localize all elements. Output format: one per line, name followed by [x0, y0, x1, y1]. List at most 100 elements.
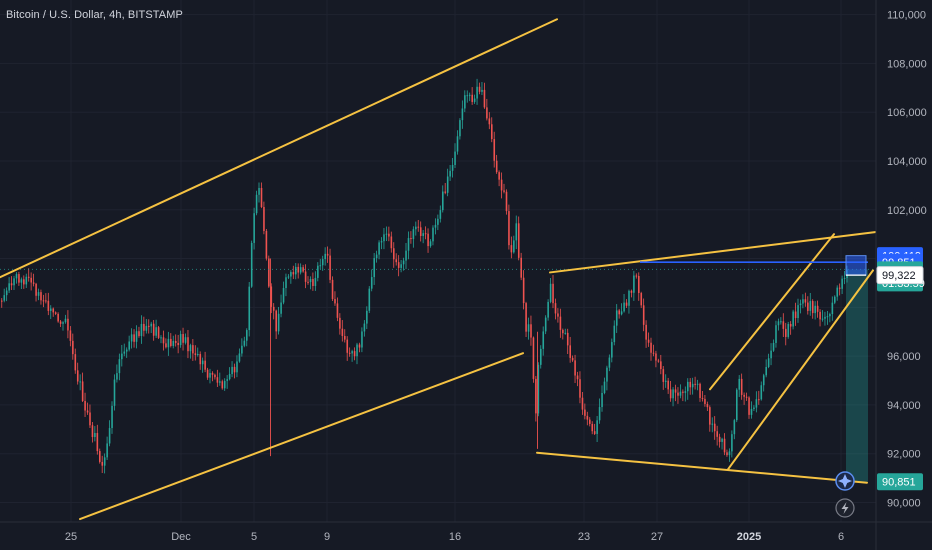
candle — [743, 394, 745, 397]
candle — [121, 353, 123, 360]
target-icon[interactable] — [835, 471, 855, 491]
candle — [713, 423, 716, 432]
candle — [630, 290, 633, 293]
candle — [613, 325, 616, 343]
candle — [35, 283, 37, 296]
candle — [532, 337, 535, 379]
candle — [385, 233, 388, 235]
time-axis[interactable] — [0, 522, 932, 550]
candle — [108, 428, 111, 444]
candle — [581, 397, 584, 410]
candle — [231, 366, 233, 375]
candle — [625, 302, 628, 306]
candle — [248, 286, 251, 331]
candle — [216, 377, 219, 383]
candle — [772, 342, 775, 351]
candle — [20, 279, 23, 283]
candle — [728, 451, 731, 456]
price-label-bg — [876, 266, 924, 285]
candle — [165, 343, 167, 348]
candle — [326, 253, 329, 256]
lightning-icon[interactable] — [835, 498, 855, 518]
candle — [777, 321, 780, 326]
lower-channel-line — [79, 352, 524, 521]
candle — [554, 303, 557, 314]
candle — [282, 288, 285, 303]
target-zone — [846, 269, 868, 482]
y-tick-label: 110,000 — [887, 10, 926, 22]
candle — [711, 423, 714, 425]
candle — [694, 383, 696, 385]
candle — [473, 98, 476, 102]
candle — [27, 276, 30, 278]
candle — [596, 420, 598, 434]
candle — [255, 194, 258, 214]
price-label-text: 90,851 — [882, 477, 916, 489]
candle — [618, 310, 620, 315]
candle — [615, 310, 618, 326]
candle — [199, 354, 202, 365]
candle — [334, 299, 336, 304]
candle — [549, 283, 552, 302]
candle — [407, 238, 410, 251]
candle — [422, 233, 424, 237]
candle — [152, 323, 155, 336]
y-tick-label: 102,000 — [887, 205, 927, 217]
candle — [86, 410, 89, 413]
candle — [130, 334, 133, 342]
candle — [42, 300, 45, 302]
candle — [10, 283, 13, 286]
candle — [363, 323, 366, 332]
candle — [635, 275, 638, 277]
candle — [444, 191, 447, 193]
candle — [370, 277, 373, 289]
candle — [787, 324, 790, 337]
candle — [170, 338, 172, 346]
chart-icons[interactable] — [835, 471, 855, 518]
candle — [593, 431, 596, 434]
candle — [843, 277, 846, 279]
candle — [336, 303, 339, 318]
candle — [799, 303, 802, 306]
candle — [243, 340, 246, 346]
candle — [571, 357, 574, 361]
x-tick-label: 5 — [251, 531, 257, 543]
candle — [223, 380, 226, 389]
horizontal-lines[interactable] — [640, 255, 868, 276]
candle — [373, 258, 375, 278]
candle — [402, 260, 405, 265]
candle — [96, 432, 99, 452]
candle — [62, 322, 64, 324]
candle — [72, 340, 74, 355]
candle — [716, 431, 718, 437]
candle — [650, 342, 652, 353]
candle — [762, 375, 765, 386]
candle — [160, 337, 162, 339]
candle — [366, 310, 368, 324]
candle — [740, 378, 743, 395]
candle — [706, 403, 709, 408]
candle — [704, 398, 706, 404]
candle — [552, 283, 554, 304]
candle — [515, 223, 518, 241]
candle — [824, 316, 826, 319]
candle — [586, 415, 589, 420]
candle — [197, 354, 199, 356]
candle — [662, 369, 665, 382]
candle — [246, 330, 248, 341]
candle — [285, 277, 287, 289]
candle — [89, 412, 91, 426]
candle — [819, 311, 821, 320]
trendlines[interactable] — [0, 18, 879, 521]
candle — [797, 305, 799, 319]
candle — [99, 451, 101, 462]
candle — [841, 278, 843, 289]
candle — [45, 300, 47, 302]
candle — [652, 352, 655, 354]
candle — [611, 342, 613, 358]
candle — [530, 324, 532, 338]
candle — [174, 340, 177, 343]
candle — [755, 399, 758, 408]
